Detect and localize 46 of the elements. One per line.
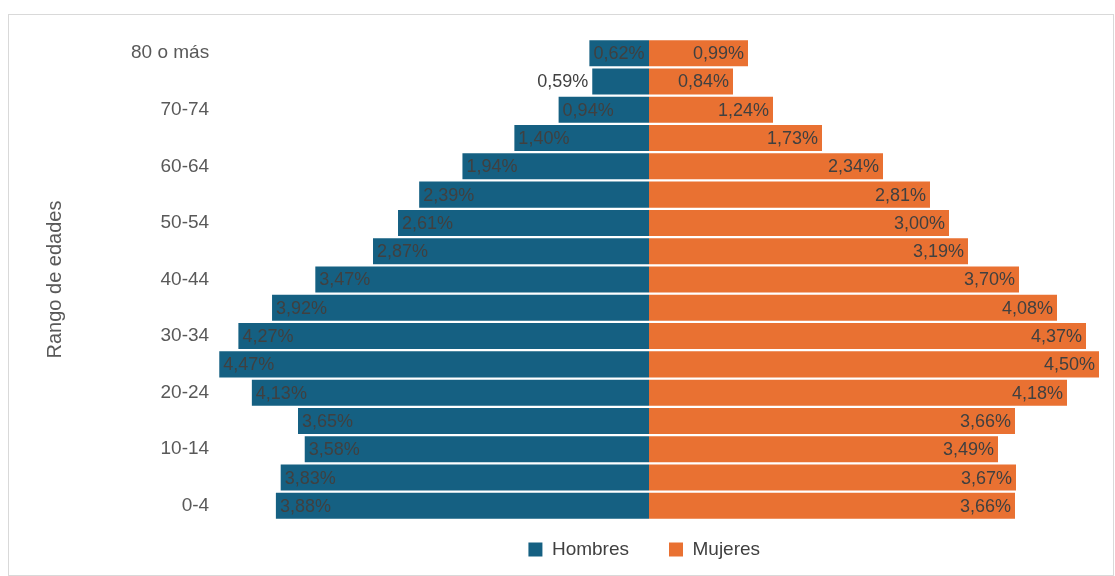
data-label: 1,94% — [466, 156, 518, 177]
data-label: 3,00% — [893, 212, 945, 233]
legend-label: Hombres — [551, 537, 629, 559]
data-label: 3,67% — [960, 467, 1012, 488]
data-label: 3,92% — [276, 297, 328, 318]
data-label: 0,99% — [692, 43, 744, 64]
y-tick-label: 50-54 — [160, 211, 210, 233]
data-label: 3,83% — [284, 467, 336, 488]
data-label: 2,87% — [377, 241, 429, 262]
data-label: 3,47% — [319, 269, 371, 290]
data-label: 3,66% — [959, 410, 1011, 431]
data-label: 2,39% — [423, 184, 475, 205]
data-label: 4,08% — [1001, 297, 1053, 318]
data-label: 1,40% — [518, 128, 570, 148]
y-tick-label: 0-4 — [181, 494, 210, 516]
y-tick-label: 70-74 — [160, 97, 210, 119]
data-label: 4,50% — [1043, 354, 1095, 375]
data-label: 0,84% — [677, 71, 729, 92]
data-label: 1,73% — [766, 128, 818, 148]
y-axis-title: Rango de edades — [42, 200, 65, 359]
data-label: 3,65% — [302, 410, 354, 431]
data-label: 0,59% — [537, 71, 589, 92]
data-label: 0,94% — [562, 99, 614, 120]
y-tick-label: 10-14 — [160, 437, 210, 459]
data-label: 3,58% — [308, 439, 360, 460]
data-label: 3,66% — [959, 495, 1011, 516]
data-label: 4,47% — [223, 354, 275, 375]
data-label: 1,24% — [717, 99, 769, 120]
data-label: 4,27% — [242, 326, 294, 347]
y-tick-label: 20-24 — [160, 380, 210, 402]
data-label: 3,19% — [912, 241, 964, 262]
data-label: 0,62% — [593, 43, 645, 64]
data-label: 2,81% — [874, 184, 926, 205]
y-tick-label: 30-34 — [160, 324, 210, 346]
y-tick-label: 60-64 — [160, 154, 210, 176]
data-label: 2,34% — [827, 156, 879, 177]
data-label: 4,13% — [255, 382, 307, 403]
y-tick-label: 40-44 — [160, 267, 210, 289]
data-label: 3,70% — [963, 269, 1015, 290]
legend-label: Mujeres — [692, 537, 761, 559]
data-label: 3,88% — [279, 495, 331, 516]
data-label: 3,49% — [942, 439, 994, 460]
data-label: 2,61% — [402, 212, 454, 233]
y-tick-label: 80 o más — [131, 41, 210, 63]
data-label: 4,37% — [1030, 326, 1082, 347]
data-label: 4,18% — [1011, 382, 1063, 403]
